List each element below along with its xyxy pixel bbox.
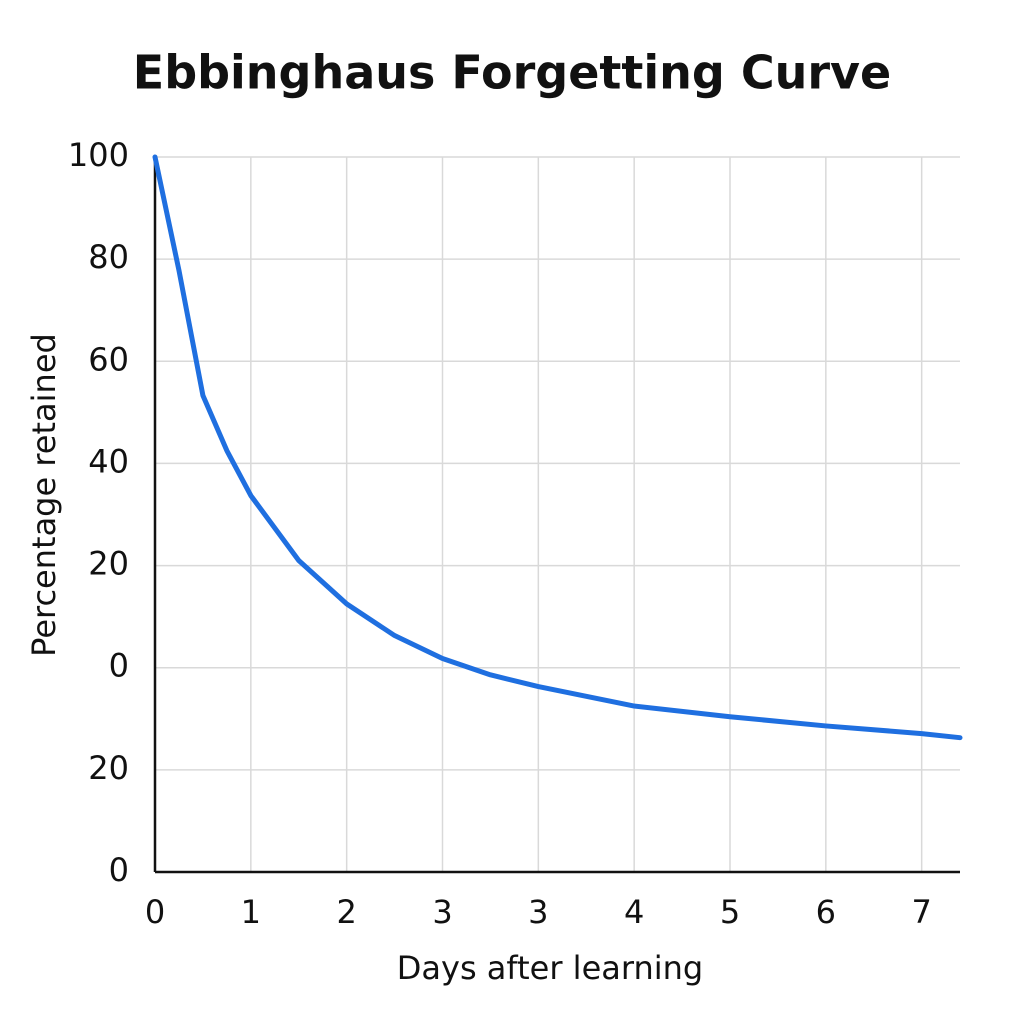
- y-tick-label: 40: [88, 442, 129, 480]
- x-tick-label: 6: [816, 893, 836, 931]
- x-tick-label: 4: [624, 893, 644, 931]
- y-tick-label: 0: [109, 851, 129, 889]
- x-tick-label: 3: [432, 893, 452, 931]
- y-tick-label: 20: [88, 545, 129, 583]
- x-tick-label: 1: [241, 893, 261, 931]
- x-tick-label: 5: [720, 893, 740, 931]
- x-axis-label: Days after learning: [397, 949, 703, 987]
- y-tick-label: 100: [68, 136, 129, 174]
- y-axis-label: Percentage retained: [25, 333, 63, 657]
- y-tick-label: 80: [88, 238, 129, 276]
- x-tick-label: 0: [145, 893, 165, 931]
- y-tick-label: 60: [88, 340, 129, 378]
- x-tick-label: 2: [336, 893, 356, 931]
- chart-title: Ebbinghaus Forgetting Curve: [133, 46, 891, 100]
- x-tick-label: 3: [528, 893, 548, 931]
- x-tick-label: 7: [911, 893, 931, 931]
- y-tick-label: 20: [88, 749, 129, 787]
- line: [152, 154, 963, 741]
- y-tick-label: 0: [109, 647, 129, 685]
